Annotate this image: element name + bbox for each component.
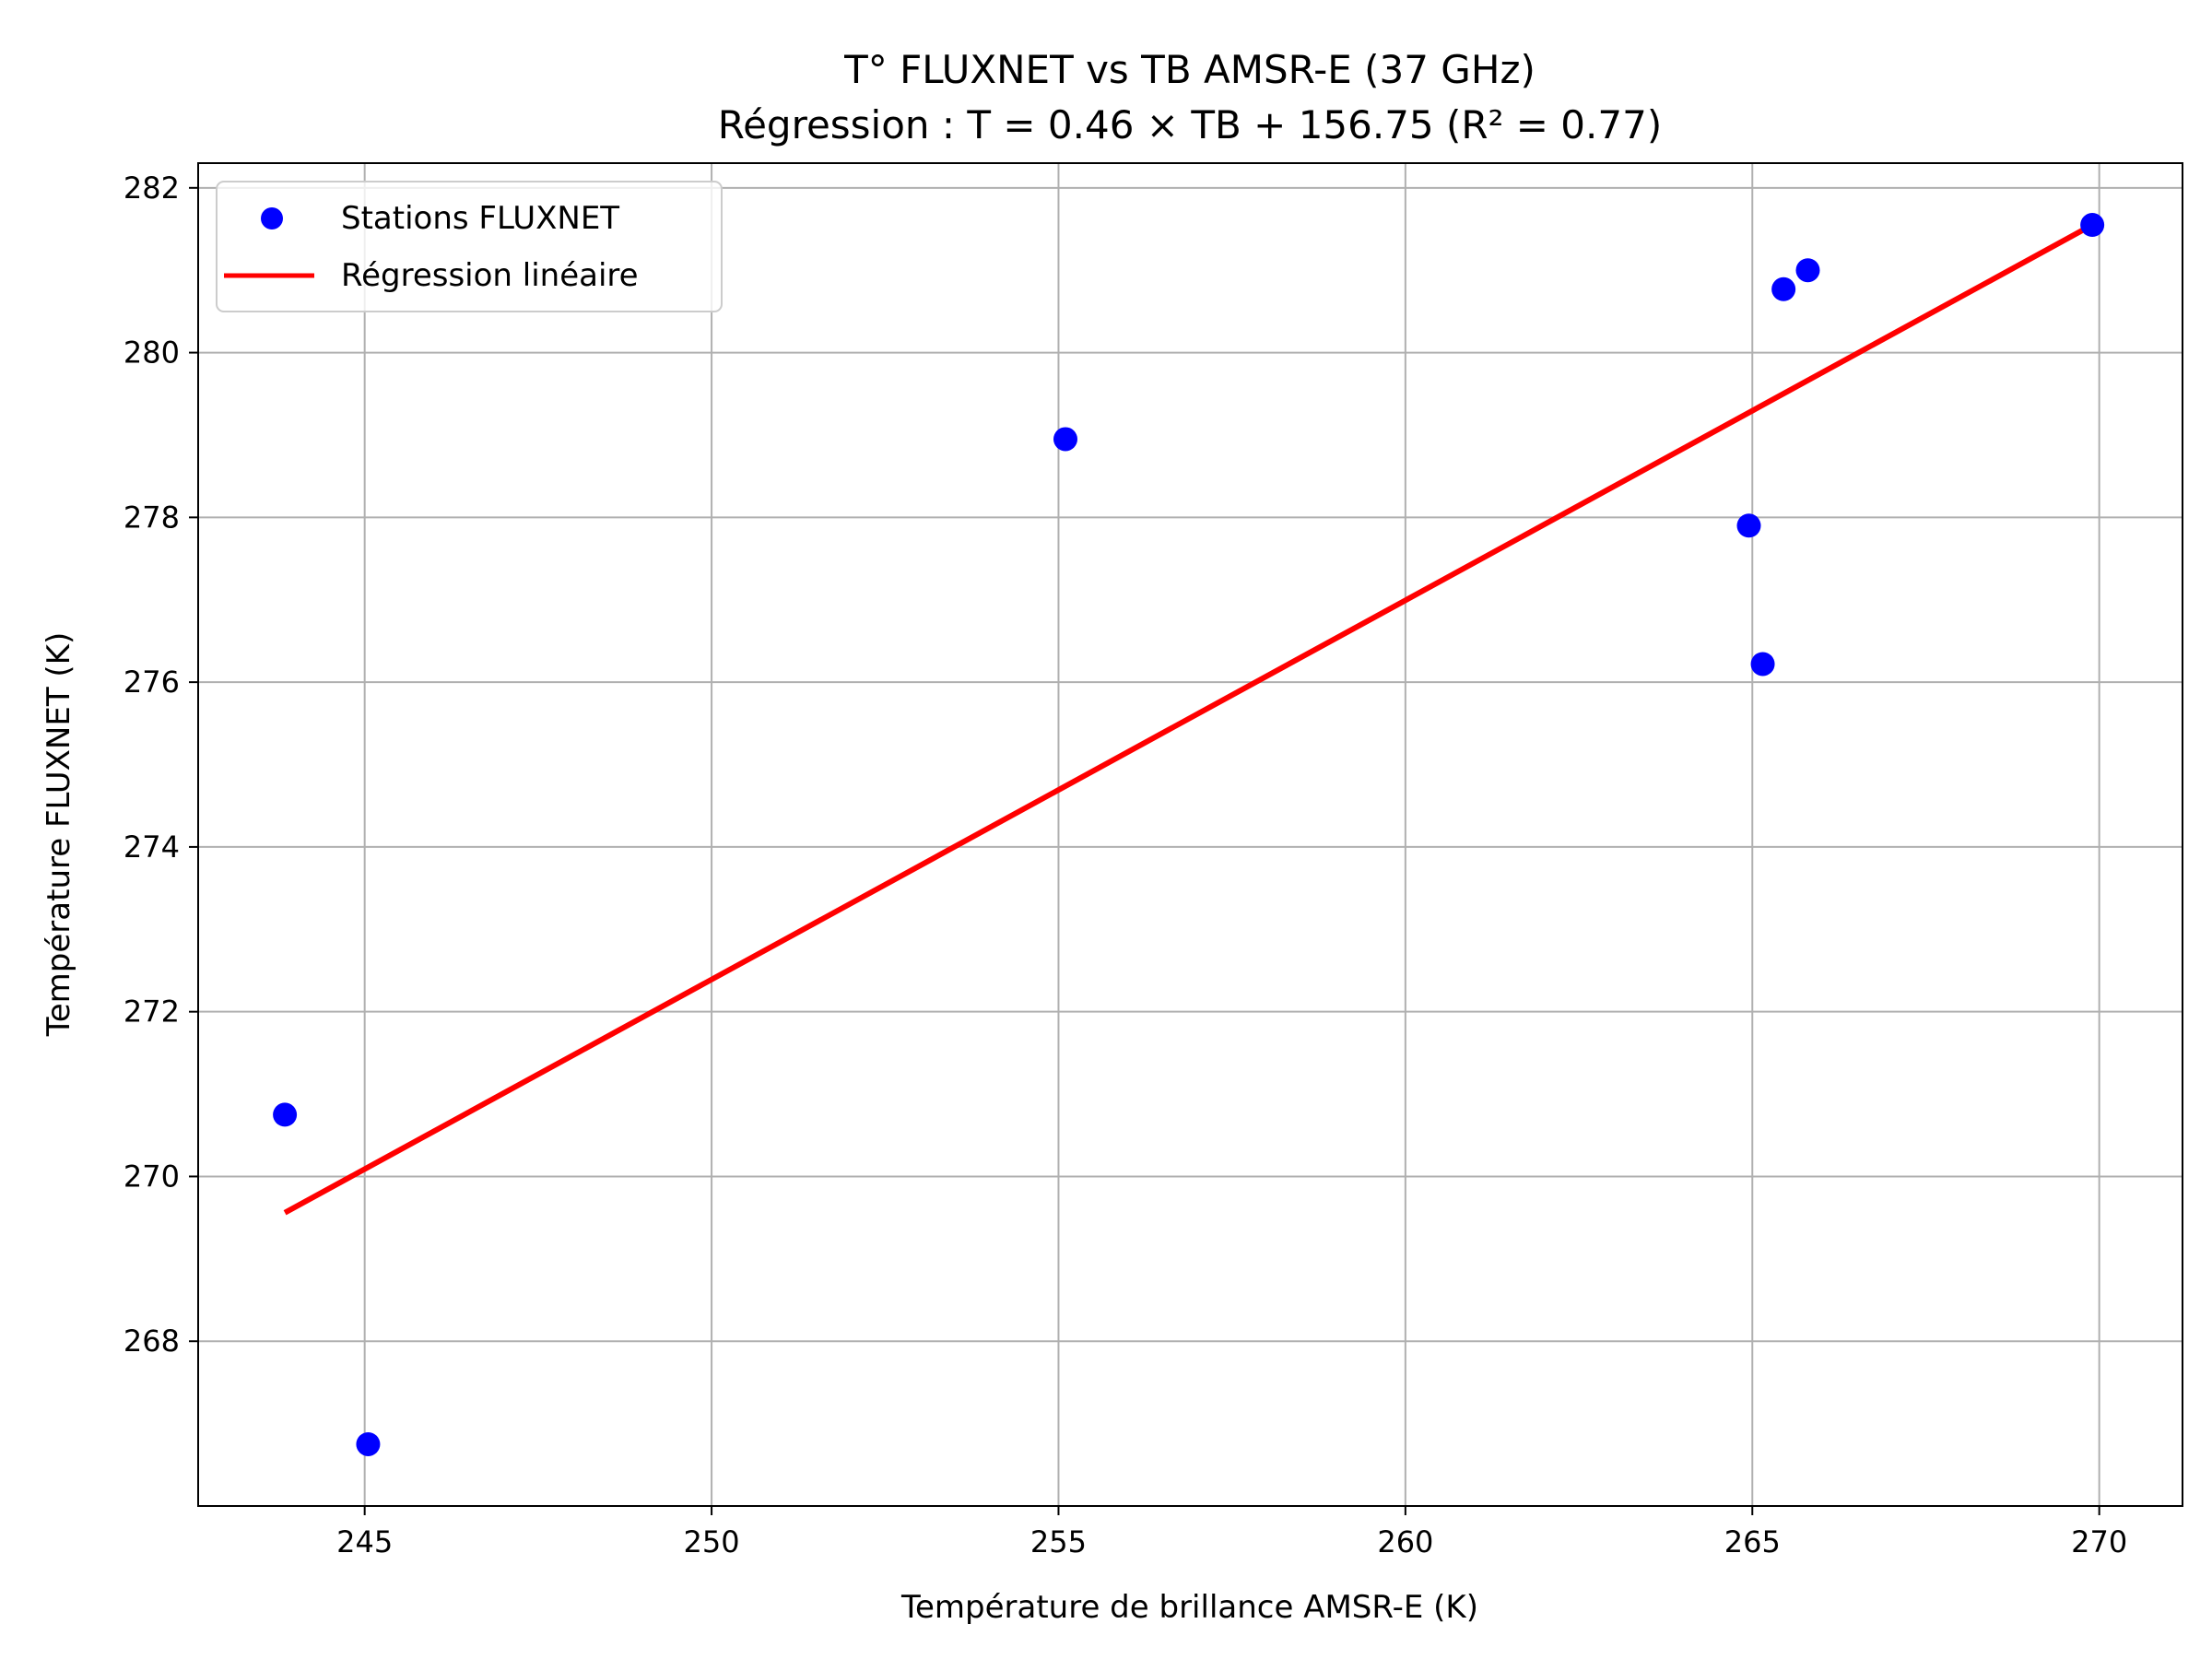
legend-label-stations: Stations FLUXNET (341, 200, 619, 237)
axis-ticks: 245 250 255 260 265 270 268 270 272 274 276 278 280 2… (124, 171, 2127, 1559)
y-tick-label: 280 (124, 335, 180, 371)
y-tick-label: 278 (124, 500, 180, 535)
scatter-point (1771, 276, 1796, 301)
y-tick-label: 276 (124, 665, 180, 700)
grid (198, 163, 2183, 1506)
y-axis-label: Température FLUXNET (K) (41, 632, 77, 1037)
legend: Stations FLUXNET Régression linéaire (216, 181, 723, 312)
scatter-points (273, 213, 2105, 1456)
x-axis-label: Température de brillance AMSR-E (K) (900, 1589, 1478, 1626)
scatter-point (1750, 652, 1775, 677)
legend-box (216, 181, 723, 312)
y-tick-label: 272 (124, 994, 180, 1030)
x-tick-label: 245 (336, 1524, 393, 1559)
x-tick-label: 265 (1724, 1524, 1781, 1559)
chart-title: T° FLUXNET vs TB AMSR-E (37 GHz) (843, 47, 1535, 92)
scatter-point (1736, 513, 1761, 538)
scatter-point (1795, 258, 1820, 283)
y-tick-label: 282 (124, 171, 180, 206)
regression-layer (283, 222, 2094, 1216)
scatter-point (273, 1102, 298, 1127)
x-tick-label: 270 (2071, 1524, 2127, 1559)
regression-line (283, 222, 2094, 1216)
scatter-point (1053, 427, 1077, 452)
scatter-point (2080, 213, 2105, 238)
y-tick-label: 270 (124, 1159, 180, 1194)
legend-label-regression: Régression linéaire (341, 257, 639, 294)
x-tick-label: 250 (684, 1524, 740, 1559)
chart-subtitle: Régression : T = 0.46 × TB + 156.75 (R² … (718, 102, 1662, 147)
y-tick-label: 274 (124, 830, 180, 865)
x-tick-label: 255 (1030, 1524, 1087, 1559)
x-tick-label: 260 (1377, 1524, 1433, 1559)
plot-frame (197, 162, 2183, 1507)
scatter-point (356, 1431, 381, 1456)
y-tick-label: 268 (124, 1324, 180, 1359)
legend-scatter-marker (261, 207, 283, 229)
